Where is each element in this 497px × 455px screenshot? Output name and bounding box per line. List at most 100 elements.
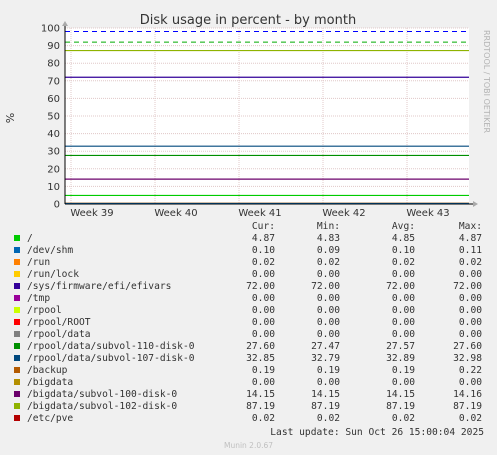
series-name: /bigdata <box>27 377 74 388</box>
avg-value: 0.00 <box>391 293 415 304</box>
min-value: 0.00 <box>316 317 340 328</box>
y-axis-label: % <box>4 113 17 123</box>
rrdtool-credit: RRDTOOL / TOBI OETIKER <box>482 30 491 133</box>
legend-row: /rpool/data/subvol-110-disk-0 27.60 27.47 2… <box>12 341 487 353</box>
x-tick-label: Week 41 <box>238 208 281 219</box>
legend-row: /bigdata/subvol-102-disk-0 87.19 87.19 87.1… <box>12 401 487 413</box>
cur-value: 0.00 <box>251 293 275 304</box>
legend-row: /run 0.02 0.02 0.02 0.02 <box>12 257 487 269</box>
y-tick-label: 20 <box>47 164 60 175</box>
y-tick-label: 0 <box>54 200 60 211</box>
max-value: 0.00 <box>458 293 482 304</box>
series-name: /run <box>27 257 51 268</box>
x-tick-label: Week 42 <box>322 208 365 219</box>
avg-value: 87.19 <box>386 401 415 412</box>
legend-swatch <box>14 247 20 253</box>
max-value: 32.98 <box>453 353 482 364</box>
min-value: 0.00 <box>316 269 340 280</box>
y-tick-label: 40 <box>47 129 60 140</box>
max-value: 0.00 <box>458 329 482 340</box>
y-tick-label: 30 <box>47 147 60 158</box>
legend-swatch <box>14 295 20 301</box>
y-tick-label: 80 <box>47 59 60 70</box>
y-tick-label: 60 <box>47 94 60 105</box>
series-name: /tmp <box>27 293 51 304</box>
cur-value: 0.00 <box>251 377 275 388</box>
max-value: 27.60 <box>453 341 482 352</box>
series-name: /rpool/data <box>27 329 91 340</box>
min-value: 14.15 <box>311 389 340 400</box>
min-value: 32.79 <box>311 353 340 364</box>
avg-value: 27.57 <box>386 341 415 352</box>
last-update: Last update: Sun Oct 26 15:00:04 2025 <box>270 427 484 438</box>
legend-row: /etc/pve 0.02 0.02 0.02 0.02 <box>12 413 487 425</box>
avg-value: 0.10 <box>391 245 415 256</box>
avg-value: 0.19 <box>391 365 415 376</box>
min-value: 27.47 <box>311 341 340 352</box>
legend-row: /rpool 0.00 0.00 0.00 0.00 <box>12 305 487 317</box>
min-value: 0.00 <box>316 293 340 304</box>
legend-row: /dev/shm 0.10 0.09 0.10 0.11 <box>12 245 487 257</box>
col-cur: Cur: <box>251 221 275 232</box>
legend-row: /tmp 0.00 0.00 0.00 0.00 <box>12 293 487 305</box>
legend-row: /rpool/data 0.00 0.00 0.00 0.00 <box>12 329 487 341</box>
max-value: 14.16 <box>453 389 482 400</box>
legend-swatch <box>14 391 20 397</box>
cur-value: 87.19 <box>246 401 275 412</box>
min-value: 0.02 <box>316 257 340 268</box>
cur-value: 27.60 <box>246 341 275 352</box>
x-tick-label: Week 39 <box>70 208 113 219</box>
series-name: /sys/firmware/efi/efivars <box>27 281 172 292</box>
legend-swatch <box>14 331 20 337</box>
cur-value: 0.00 <box>251 317 275 328</box>
series-name: /rpool/ROOT <box>27 317 91 328</box>
legend-swatch <box>14 319 20 325</box>
avg-value: 72.00 <box>386 281 415 292</box>
series-name: /rpool <box>27 305 62 316</box>
max-value: 0.22 <box>458 365 482 376</box>
avg-value: 0.00 <box>391 329 415 340</box>
legend-swatch <box>14 379 20 385</box>
min-value: 0.09 <box>316 245 340 256</box>
y-tick-label: 70 <box>47 76 60 87</box>
avg-value: 0.00 <box>391 269 415 280</box>
legend-swatch <box>14 259 20 265</box>
y-axis-arrow <box>62 21 68 26</box>
legend-swatch <box>14 367 20 373</box>
series-name: / <box>27 233 33 244</box>
legend: Cur: Min: Avg: Max: / 4.87 4.83 4.85 4.87/de… <box>12 221 487 425</box>
legend-swatch <box>14 343 20 349</box>
max-value: 0.02 <box>458 257 482 268</box>
series-name: /dev/shm <box>27 245 74 256</box>
max-value: 72.00 <box>453 281 482 292</box>
col-avg: Avg: <box>391 221 415 232</box>
cur-value: 0.10 <box>251 245 275 256</box>
y-tick-label: 50 <box>47 112 60 123</box>
min-value: 0.02 <box>316 413 340 424</box>
x-tick-label: Week 40 <box>154 208 197 219</box>
legend-row: /bigdata/subvol-100-disk-0 14.15 14.15 14.1… <box>12 389 487 401</box>
x-axis-arrow <box>473 201 478 207</box>
min-value: 4.83 <box>316 233 340 244</box>
min-value: 87.19 <box>311 401 340 412</box>
avg-value: 0.02 <box>391 413 415 424</box>
cur-value: 0.00 <box>251 269 275 280</box>
min-value: 0.00 <box>316 305 340 316</box>
y-tick-label: 10 <box>47 182 60 193</box>
legend-swatch <box>14 271 20 277</box>
series-name: /etc/pve <box>27 413 74 424</box>
legend-row: /sys/firmware/efi/efivars 72.00 72.00 72.00… <box>12 281 487 293</box>
max-value: 0.02 <box>458 413 482 424</box>
legend-row: /rpool/data/subvol-107-disk-0 32.85 32.79 3… <box>12 353 487 365</box>
series-name: /run/lock <box>27 269 79 280</box>
y-tick-label: 90 <box>47 41 60 52</box>
min-value: 72.00 <box>311 281 340 292</box>
series-name: /backup <box>27 365 68 376</box>
series-name: /rpool/data/subvol-110-disk-0 <box>27 341 195 352</box>
avg-value: 0.00 <box>391 377 415 388</box>
max-value: 87.19 <box>453 401 482 412</box>
max-value: 4.87 <box>458 233 482 244</box>
legend-swatch <box>14 403 20 409</box>
cur-value: 14.15 <box>246 389 275 400</box>
